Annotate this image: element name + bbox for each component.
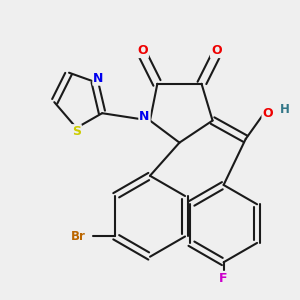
Text: H: H [279,103,289,116]
Text: O: O [211,44,222,57]
Text: O: O [262,107,273,120]
Text: O: O [137,44,148,57]
Text: N: N [93,72,104,85]
Text: F: F [219,272,228,285]
Text: S: S [72,125,81,138]
Text: N: N [139,110,150,123]
Text: Br: Br [71,230,86,243]
